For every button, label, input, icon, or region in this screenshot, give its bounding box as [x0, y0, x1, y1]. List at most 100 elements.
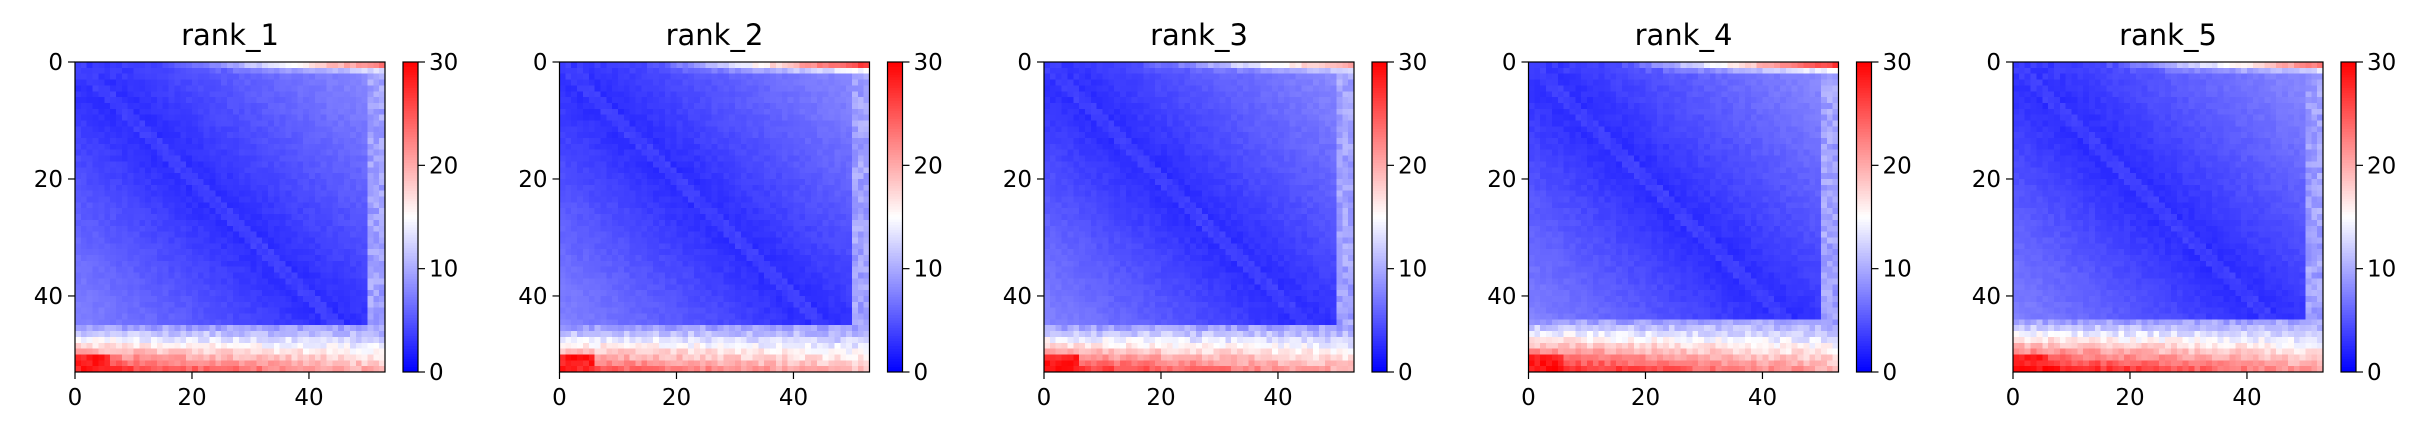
- heatmap-cell: [612, 202, 619, 209]
- heatmap-cell: [793, 79, 800, 86]
- heatmap-cell: [355, 354, 363, 361]
- heatmap-cell: [367, 354, 374, 361]
- heatmap-cell: [98, 178, 105, 186]
- heatmap-cell: [746, 149, 754, 157]
- heatmap-cell: [256, 313, 263, 320]
- heatmap-cell: [86, 313, 94, 320]
- heatmap-cell: [256, 67, 263, 75]
- heatmap-cell: [361, 97, 369, 104]
- heatmap-cell: [863, 62, 871, 69]
- heatmap-cell: [121, 214, 129, 221]
- heatmap-cell: [658, 219, 666, 227]
- heatmap-cell: [355, 85, 363, 92]
- heatmap-cell: [273, 120, 281, 127]
- heatmap-cell: [811, 97, 818, 104]
- heatmap-cell: [857, 91, 865, 98]
- heatmap-cell: [688, 231, 695, 239]
- heatmap-cell: [151, 237, 158, 244]
- heatmap-cell: [367, 325, 374, 332]
- heatmap-cell: [379, 97, 386, 104]
- heatmap-cell: [191, 73, 199, 81]
- heatmap-cell: [653, 143, 660, 151]
- heatmap-cell: [232, 184, 240, 192]
- heatmap-cell: [565, 278, 572, 285]
- heatmap-cell: [577, 155, 584, 163]
- heatmap-cell: [840, 260, 847, 268]
- heatmap-cell: [209, 255, 216, 262]
- heatmap-cell: [162, 190, 170, 198]
- heatmap-cell: [699, 138, 707, 145]
- heatmap-cell: [816, 249, 824, 256]
- heatmap-cell: [121, 167, 129, 174]
- heatmap-cell: [676, 143, 683, 151]
- heatmap-cell: [104, 67, 111, 75]
- heatmap-cell: [717, 214, 724, 221]
- heatmap-cell: [851, 155, 859, 163]
- heatmap-cell: [227, 278, 234, 285]
- heatmap-cell: [805, 155, 812, 163]
- heatmap-cell: [699, 190, 707, 198]
- heatmap-cell: [244, 278, 252, 285]
- heatmap-cell: [320, 196, 328, 203]
- heatmap-cell: [770, 243, 777, 250]
- heatmap-cell: [227, 79, 234, 86]
- heatmap-cell: [174, 102, 181, 110]
- heatmap-cell: [156, 114, 164, 122]
- heatmap-cell: [746, 190, 754, 198]
- heatmap-cell: [606, 114, 613, 122]
- heatmap-cell: [250, 219, 257, 227]
- heatmap-cell: [787, 178, 795, 186]
- heatmap-cell: [857, 138, 865, 145]
- heatmap-cell: [758, 184, 765, 192]
- heatmap-cell: [86, 284, 94, 291]
- heatmap-cell: [303, 243, 310, 250]
- heatmap-cell: [75, 255, 82, 262]
- heatmap-cell: [565, 260, 572, 268]
- heatmap-cell: [571, 85, 578, 92]
- heatmap-cell: [379, 295, 386, 303]
- heatmap-cell: [92, 272, 99, 280]
- heatmap-cell: [746, 138, 754, 145]
- heatmap-cell: [139, 114, 146, 122]
- heatmap-cell: [75, 114, 82, 122]
- heatmap-cell: [162, 196, 170, 203]
- heatmap-cell: [799, 214, 806, 221]
- heatmap-cell: [191, 284, 199, 291]
- heatmap-cell: [303, 132, 310, 139]
- heatmap-cell: [332, 149, 339, 157]
- heatmap-cell: [273, 237, 281, 244]
- heatmap-cell: [694, 208, 701, 215]
- heatmap-cell: [279, 307, 287, 315]
- heatmap-cell: [857, 132, 865, 139]
- heatmap-cell: [623, 190, 631, 198]
- heatmap-cell: [717, 155, 724, 163]
- heatmap-cell: [174, 219, 181, 227]
- heatmap-cell: [758, 138, 765, 145]
- heatmap-cell: [162, 366, 170, 373]
- heatmap-cell: [740, 202, 748, 209]
- heatmap-cell: [139, 249, 146, 256]
- heatmap-cell: [75, 319, 82, 326]
- heatmap-cell: [151, 336, 158, 344]
- heatmap-cell: [787, 196, 795, 203]
- heatmap-cell: [244, 284, 252, 291]
- heatmap-cell: [641, 243, 648, 250]
- heatmap-cell: [338, 114, 345, 122]
- heatmap-cell: [227, 243, 234, 250]
- heatmap-cell: [121, 354, 129, 361]
- heatmap-cell: [168, 348, 176, 356]
- heatmap-cell: [606, 120, 613, 127]
- heatmap-cell: [623, 202, 631, 209]
- heatmap-cell: [373, 301, 380, 309]
- heatmap-cell: [816, 138, 824, 145]
- heatmap-cell: [600, 85, 607, 92]
- heatmap-cell: [582, 126, 590, 133]
- heatmap-cell: [355, 108, 363, 116]
- heatmap-cell: [262, 325, 269, 332]
- heatmap-cell: [617, 202, 625, 209]
- heatmap-cell: [156, 272, 164, 280]
- heatmap-cell: [600, 184, 607, 192]
- heatmap-cell: [279, 249, 287, 256]
- heatmap-cell: [215, 313, 222, 320]
- heatmap-cell: [151, 295, 158, 303]
